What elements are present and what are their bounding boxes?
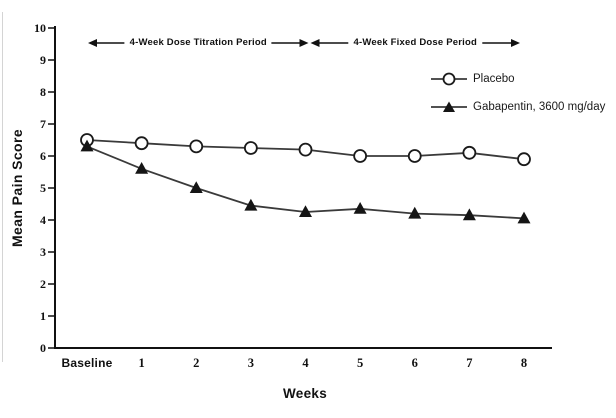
y-tick-label: 1 (40, 309, 46, 323)
y-tick-label: 9 (40, 53, 46, 67)
y-tick-label: 3 (40, 245, 46, 259)
legend: Placebo Gabapentin, 3600 mg/day (429, 71, 605, 115)
legend-label: Placebo (473, 73, 515, 85)
x-tick-label: 3 (247, 356, 254, 370)
y-tick-label: 5 (40, 181, 46, 195)
scan-edge-line (2, 12, 3, 362)
y-tick-label: 2 (40, 277, 46, 291)
y-tick-label: 0 (40, 341, 46, 355)
x-tick-label: 2 (193, 356, 200, 370)
open-circle-marker (134, 136, 149, 151)
legend-label: Gabapentin, 3600 mg/day (473, 101, 606, 113)
arrow-left-icon (88, 39, 97, 47)
x-tick-label: Baseline (61, 356, 113, 370)
x-tick-label: 1 (138, 356, 145, 370)
filled-triangle-marker (244, 198, 258, 211)
filled-triangle-legend-marker-icon (431, 101, 467, 112)
arrow-right-icon (299, 39, 309, 47)
filled-triangle-marker (189, 181, 203, 193)
open-circle-marker (298, 142, 313, 157)
open-circle-legend-marker-icon (431, 72, 467, 86)
filled-triangle-marker (135, 162, 149, 174)
x-tick-label: 7 (466, 356, 473, 370)
open-circle-marker (462, 145, 477, 160)
arrow-left-icon (310, 39, 320, 47)
filled-triangle-marker (517, 211, 531, 224)
open-circle-marker (517, 152, 531, 167)
arrow-right-icon (511, 39, 520, 47)
annotation-label: 4-Week Fixed Dose Period (348, 36, 482, 49)
x-tick-label: 5 (357, 356, 364, 370)
x-axis-title: Weeks (282, 386, 328, 401)
y-tick-label: 10 (34, 21, 46, 35)
legend-item-placebo: Placebo (429, 71, 605, 87)
open-circle-marker (353, 149, 368, 163)
x-tick-label: 4 (302, 356, 309, 370)
open-circle-marker (407, 149, 422, 163)
open-circle-marker (243, 141, 258, 155)
y-tick-label: 7 (40, 117, 46, 131)
filled-triangle-marker (299, 205, 312, 217)
filled-triangle-marker (408, 206, 422, 219)
x-tick-label: 8 (520, 356, 528, 370)
x-tick-label: 6 (411, 356, 418, 370)
open-circle-marker (189, 139, 204, 154)
y-tick-label: 6 (40, 149, 46, 163)
filled-triangle-marker (353, 202, 367, 214)
y-tick-label: 8 (40, 85, 46, 99)
legend-item-gabapentin: Gabapentin, 3600 mg/day (429, 99, 605, 115)
filled-triangle-marker (462, 208, 476, 221)
filled-triangle-marker (80, 139, 94, 152)
annotation-label: 4-Week Dose Titration Period (124, 36, 272, 49)
y-tick-label: 4 (40, 213, 46, 227)
